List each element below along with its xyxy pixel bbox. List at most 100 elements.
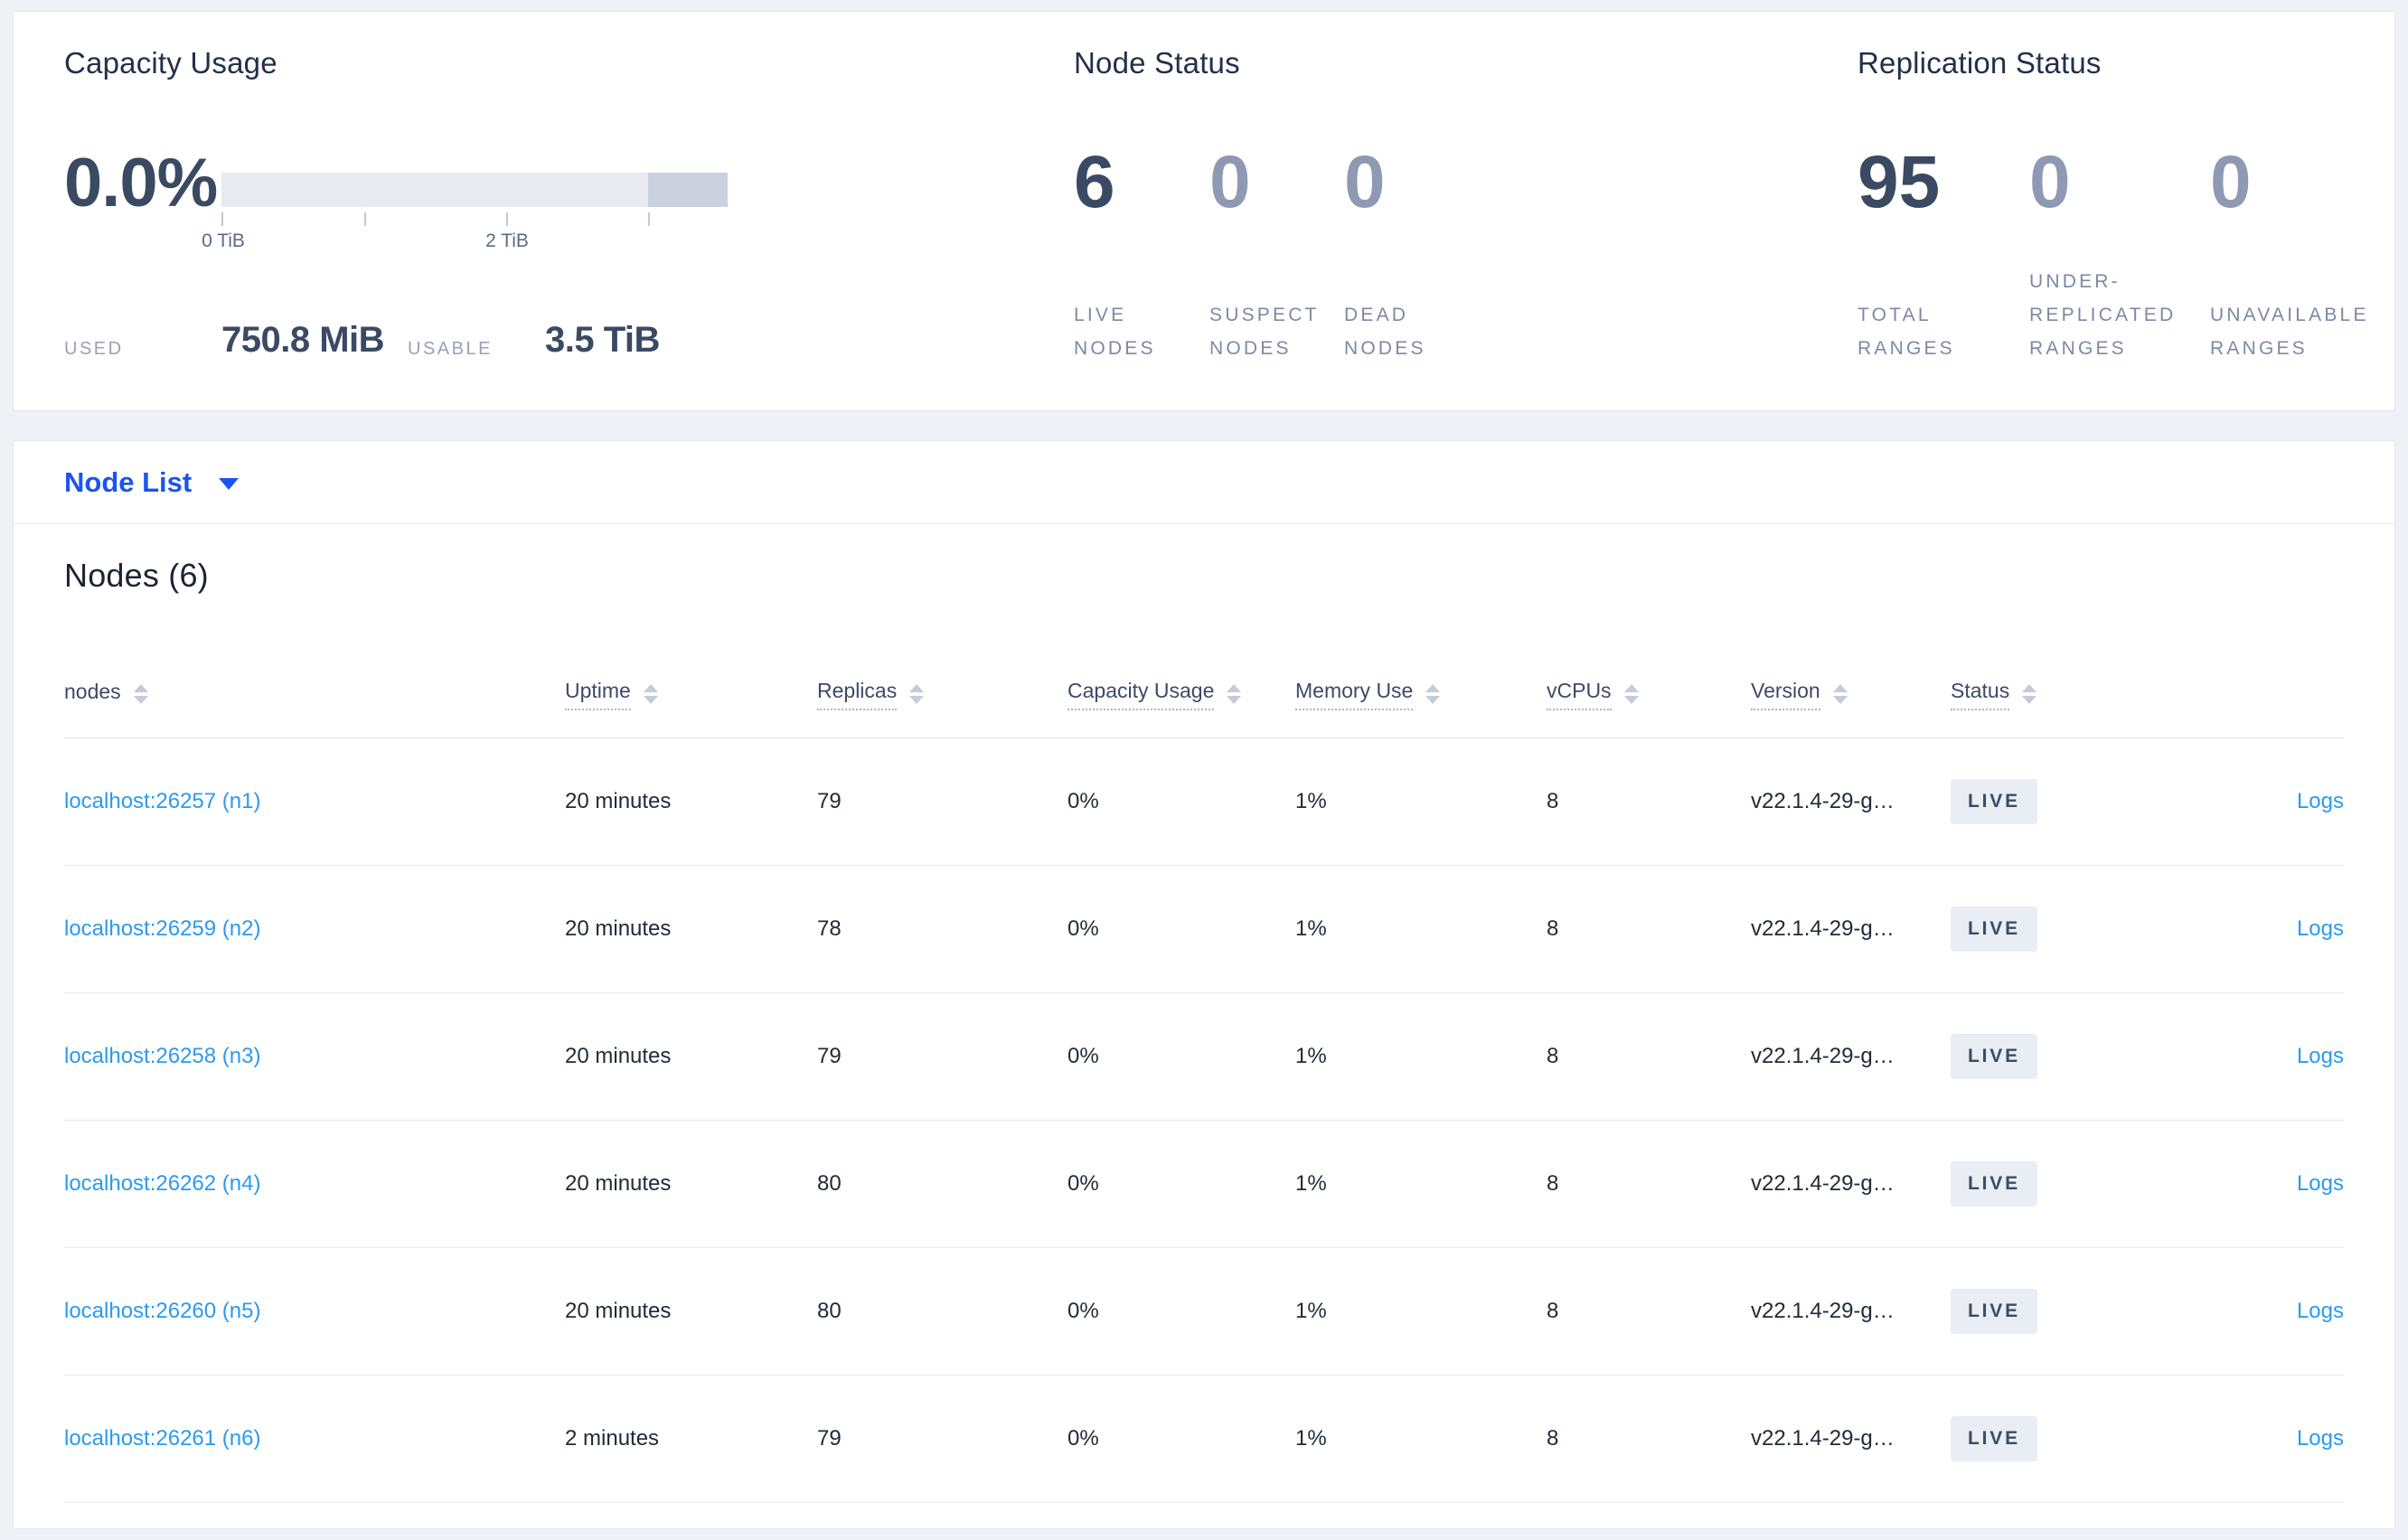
capacity-usable-label: USABLE [408, 339, 493, 359]
capacity-usage-title: Capacity Usage [64, 46, 277, 80]
sort-icon[interactable] [1425, 684, 1441, 704]
capacity-usage-cell: 0% [1068, 1044, 1099, 1068]
capacity-used-value: 750.8 MiB [221, 320, 385, 360]
column-header-replicas[interactable]: Replicas [817, 679, 1068, 710]
node-status-section: Node Status 6 LIVE NODES 0 SUSPECT NODES 0 DEAD… [1074, 12, 1761, 410]
vcpus-cell: 8 [1547, 916, 1559, 941]
stat-label: SUSPECT NODES [1209, 305, 1320, 359]
column-header-label: Uptime [565, 679, 631, 710]
capacity-axis-tick [648, 212, 650, 226]
replicas-cell: 79 [817, 789, 842, 813]
memory-use-cell: 1% [1295, 1044, 1327, 1068]
uptime-cell: 20 minutes [565, 1171, 672, 1196]
capacity-usage-cell: 0% [1068, 1426, 1099, 1451]
capacity-used-label: USED [64, 339, 124, 359]
replication-status-section: Replication Status 95 TOTAL RANGES 0 UNDER- R… [1858, 12, 2400, 410]
stat-label: LIVE NODES [1074, 305, 1156, 359]
stat-value: 6 [1074, 141, 1115, 223]
node-link[interactable]: localhost:26262 (n4) [64, 1171, 261, 1196]
column-header-memory-use[interactable]: Memory Use [1295, 679, 1547, 710]
sort-icon[interactable] [643, 684, 658, 704]
node-cell: localhost:26257 (n1) [64, 789, 565, 814]
replicas-cell: 79 [817, 1426, 842, 1451]
chevron-down-icon [219, 478, 240, 490]
capacity-usage-bar: 0 TiB 2 TiB [202, 173, 728, 272]
memory-use-cell: 1% [1295, 1426, 1327, 1451]
logs-cell: Logs [2159, 916, 2344, 942]
node-link[interactable]: localhost:26260 (n5) [64, 1299, 261, 1323]
cluster-summary-panel: Capacity Usage 0.0% 0 TiB 2 TiB USED 750… [13, 11, 2395, 411]
view-selector-label: Node List [64, 465, 193, 498]
logs-link[interactable]: Logs [2296, 1044, 2344, 1068]
node-link[interactable]: localhost:26258 (n3) [64, 1044, 261, 1068]
capacity-axis-label: 0 TiB [202, 230, 245, 251]
node-cell: localhost:26260 (n5) [64, 1299, 565, 1324]
stat-value: 0 [1209, 141, 1251, 223]
node-status-title: Node Status [1074, 46, 1240, 80]
node-link[interactable]: localhost:26257 (n1) [64, 789, 261, 813]
sort-icon[interactable] [1227, 684, 1242, 704]
view-selector-dropdown[interactable]: Node List [64, 465, 240, 499]
replicas-cell: 78 [817, 916, 842, 941]
status-cell: LIVE [1951, 1289, 2159, 1334]
column-header-version[interactable]: Version [1751, 679, 1951, 710]
capacity-axis-tick [364, 212, 366, 226]
uptime-cell: 2 minutes [565, 1426, 660, 1451]
column-header-label: Version [1751, 679, 1820, 710]
logs-link[interactable]: Logs [2296, 916, 2344, 941]
uptime-cell: 20 minutes [565, 789, 672, 813]
column-header-label: Capacity Usage [1068, 679, 1215, 710]
column-header-vcpus[interactable]: vCPUs [1547, 679, 1751, 710]
capacity-axis-label: 2 TiB [485, 230, 529, 251]
logs-cell: Logs [2159, 1044, 2344, 1069]
column-header-label: vCPUs [1547, 679, 1612, 710]
stat-label: TOTAL RANGES [1858, 305, 1955, 359]
version-cell: v22.1.4-29-g… [1751, 1426, 1895, 1451]
nodes-table-title: Nodes (6) [64, 557, 209, 594]
sort-icon[interactable] [1832, 684, 1848, 704]
status-badge: LIVE [1951, 1034, 2037, 1079]
column-header-nodes[interactable]: nodes [64, 680, 565, 709]
replication-status-title: Replication Status [1858, 46, 2102, 80]
logs-cell: Logs [2159, 1299, 2344, 1324]
uptime-cell: 20 minutes [565, 1044, 672, 1068]
node-cell: localhost:26258 (n3) [64, 1044, 565, 1069]
status-cell: LIVE [1951, 906, 2159, 952]
status-badge: LIVE [1951, 1289, 2037, 1334]
sort-icon[interactable] [1623, 684, 1639, 704]
capacity-bar-reserved-segment [648, 173, 728, 207]
logs-link[interactable]: Logs [2296, 789, 2344, 813]
node-list-panel: Node List Nodes (6) nodes Uptime Replicas C… [13, 440, 2395, 1529]
sort-icon[interactable] [133, 684, 148, 704]
status-badge: LIVE [1951, 1416, 2037, 1461]
node-link[interactable]: localhost:26259 (n2) [64, 916, 261, 941]
status-cell: LIVE [1951, 1034, 2159, 1079]
capacity-usage-cell: 0% [1068, 789, 1099, 813]
logs-link[interactable]: Logs [2296, 1426, 2344, 1451]
column-header-uptime[interactable]: Uptime [565, 679, 817, 710]
column-header-label: Status [1951, 679, 2010, 710]
sort-icon[interactable] [2022, 684, 2037, 704]
logs-link[interactable]: Logs [2296, 1171, 2344, 1196]
column-header-capacity-usage[interactable]: Capacity Usage [1068, 679, 1295, 710]
logs-link[interactable]: Logs [2296, 1299, 2344, 1323]
status-badge: LIVE [1951, 1161, 2037, 1207]
table-row: localhost:26258 (n3) 20 minutes 79 0% 1% 8 v22… [64, 993, 2344, 1121]
column-header-label: Memory Use [1295, 679, 1414, 710]
replicas-cell: 80 [817, 1171, 842, 1196]
capacity-axis-tick [221, 212, 223, 226]
vcpus-cell: 8 [1547, 789, 1559, 813]
version-cell: v22.1.4-29-g… [1751, 1044, 1895, 1068]
vcpus-cell: 8 [1547, 1171, 1559, 1196]
node-link[interactable]: localhost:26261 (n6) [64, 1426, 261, 1451]
nodes-table-header-row: nodes Uptime Replicas Capacity Usage Memory … [64, 651, 2344, 738]
vcpus-cell: 8 [1547, 1299, 1559, 1323]
status-badge: LIVE [1951, 779, 2037, 824]
sort-icon[interactable] [909, 684, 925, 704]
nodes-table-body: localhost:26257 (n1) 20 minutes 79 0% 1% 8 v22… [64, 738, 2344, 1503]
replicas-cell: 80 [817, 1299, 842, 1323]
node-cell: localhost:26261 (n6) [64, 1426, 565, 1451]
vcpus-cell: 8 [1547, 1426, 1559, 1451]
status-cell: LIVE [1951, 1416, 2159, 1461]
column-header-status[interactable]: Status [1951, 679, 2159, 710]
